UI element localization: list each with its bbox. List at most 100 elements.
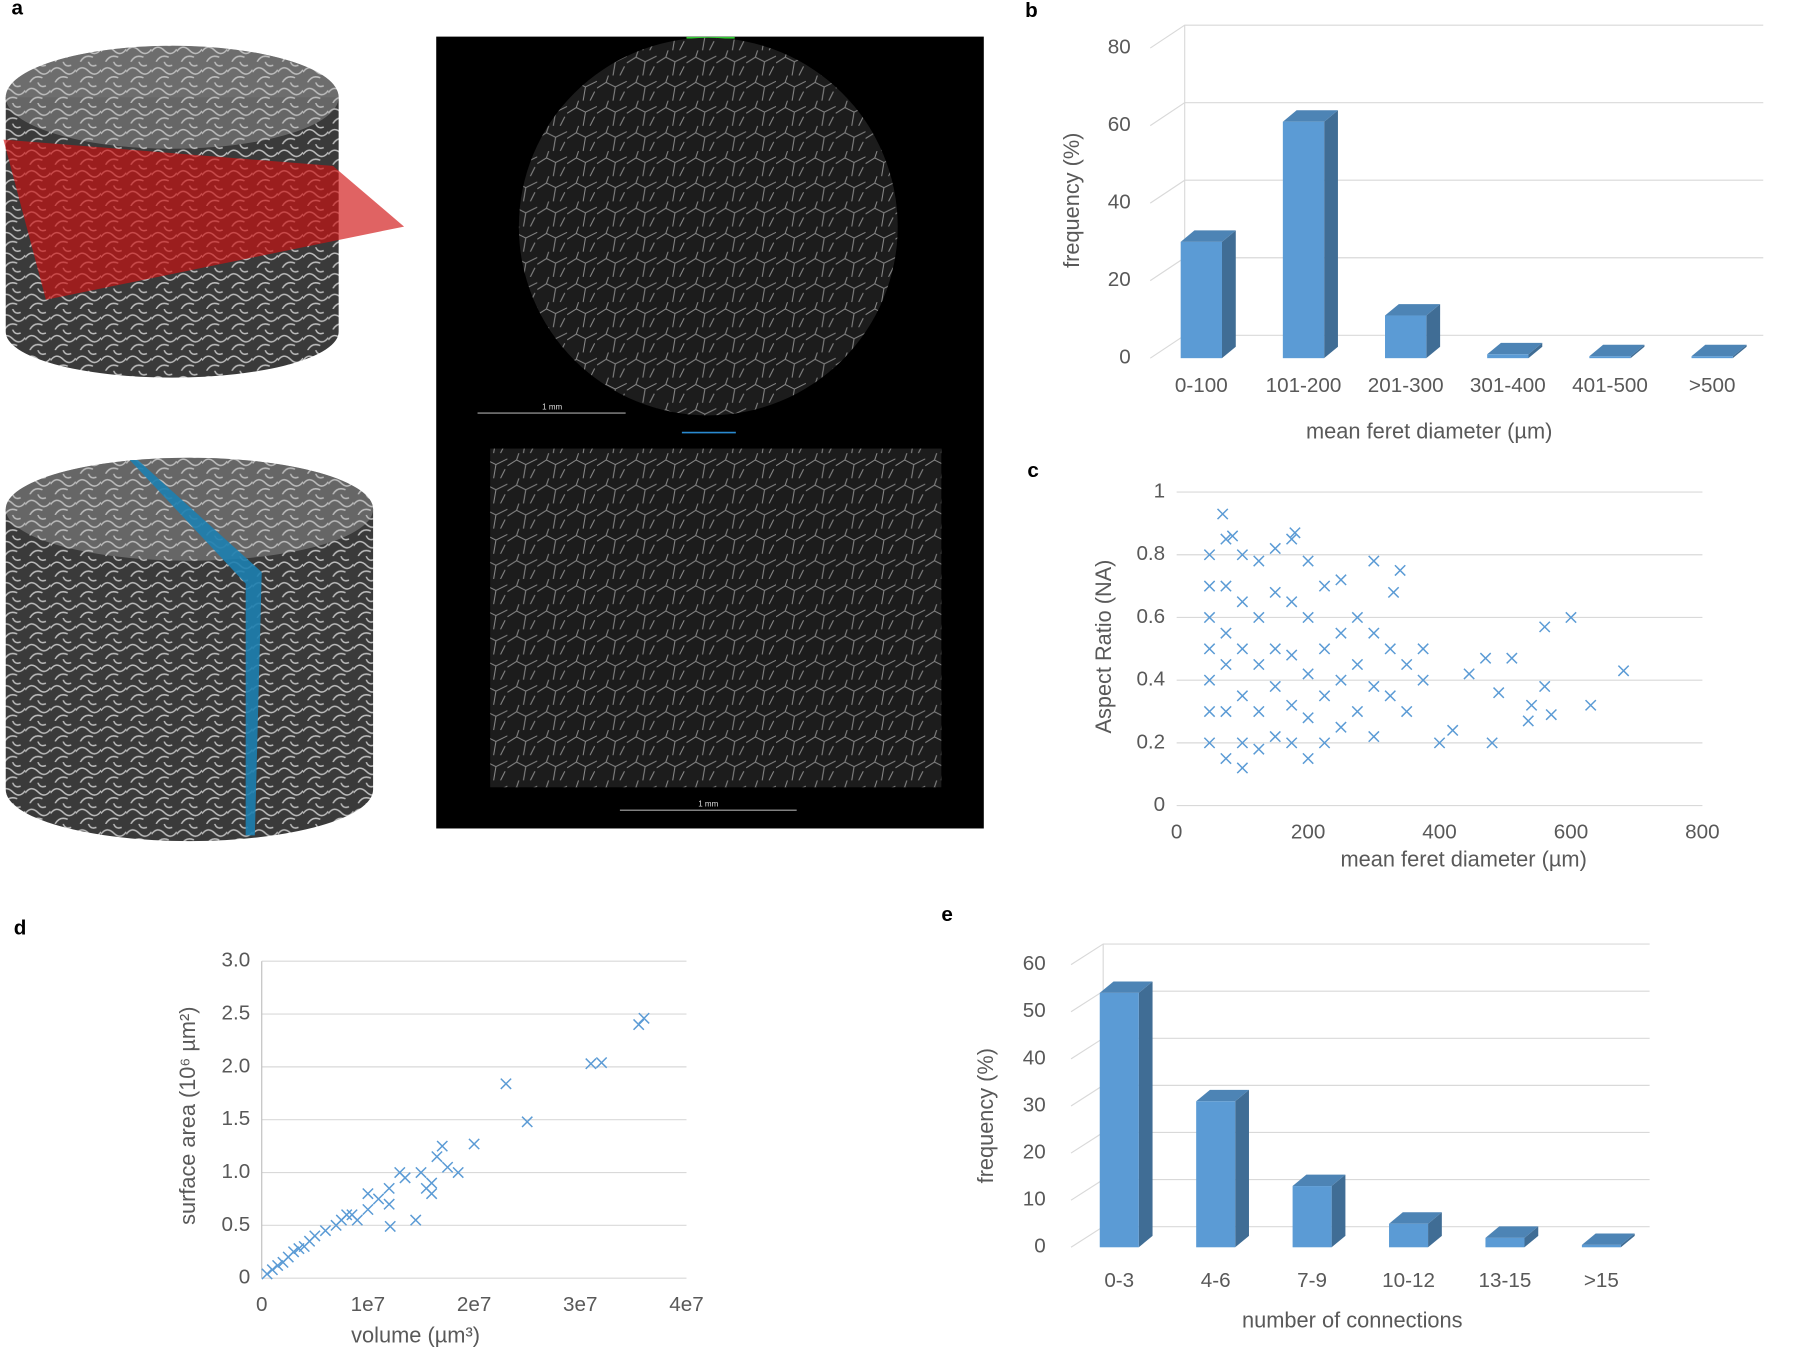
x-tick-label: 1e7	[351, 1293, 385, 1316]
x-tick-label: 2e7	[457, 1293, 491, 1316]
y-tick-label: 20	[1023, 1141, 1046, 1164]
y-tick-label: 1	[1154, 480, 1166, 503]
slice-rect	[490, 448, 942, 788]
y-tick-label: 0.5	[222, 1213, 251, 1236]
grid-line	[1070, 1037, 1650, 1060]
scatter-point	[1525, 699, 1538, 711]
scatter-point	[1203, 611, 1216, 624]
bar-top	[1485, 1226, 1539, 1238]
y-tick-label: 0	[239, 1266, 251, 1289]
scatter-point	[595, 1056, 608, 1069]
x-axis-title: mean feret diameter (µm)	[1306, 418, 1552, 443]
scatter-point	[1216, 508, 1229, 520]
bar-top	[1180, 230, 1236, 242]
x-tick-label: 101-200	[1266, 374, 1342, 397]
bar	[1691, 356, 1733, 359]
scatter-point	[1220, 705, 1232, 718]
panel-label: c	[1027, 459, 1039, 482]
scatter-point	[1236, 762, 1249, 774]
scatter-point	[1335, 627, 1347, 639]
y-axis-title: surface area (10⁶ µm²)	[175, 1007, 200, 1225]
x-tick-label: 401-500	[1572, 374, 1648, 397]
grid-line	[1070, 943, 1650, 966]
scatter-point	[425, 1177, 438, 1189]
bar-top	[1691, 344, 1747, 357]
scatter-point	[266, 1264, 279, 1276]
scatter-point	[287, 1246, 300, 1258]
scale-bar-label: 1 mm	[698, 800, 718, 809]
scatter-point	[1220, 533, 1232, 545]
grid-line	[1070, 1084, 1650, 1107]
x-tick-label: 0-100	[1175, 374, 1228, 397]
scatter-point	[372, 1193, 385, 1205]
y-tick-label: 80	[1108, 36, 1131, 59]
cut-plane	[3, 139, 405, 300]
scatter-point	[1400, 705, 1413, 718]
bar	[1292, 1186, 1332, 1248]
panel-label: e	[941, 903, 953, 926]
bar-side	[1620, 1233, 1635, 1248]
grid-line	[1070, 1131, 1650, 1154]
scatter-point	[340, 1209, 353, 1221]
scatter-point	[1486, 737, 1498, 749]
y-tick-label: 2.0	[222, 1054, 251, 1077]
scatter-point	[1433, 737, 1446, 749]
bar	[1389, 1223, 1429, 1248]
bar-side	[1528, 342, 1543, 359]
scatter-point	[1236, 596, 1249, 608]
scatter-point	[1203, 643, 1216, 655]
x-tick-label: 600	[1554, 821, 1588, 844]
slice-circle	[518, 37, 898, 416]
grid-line	[1149, 257, 1764, 282]
scatter-point	[521, 1116, 533, 1128]
y-tick-label: 0.2	[1136, 730, 1165, 753]
bar-side	[1138, 981, 1153, 1248]
scatter-point	[1269, 586, 1281, 599]
bar-top	[1196, 1089, 1249, 1102]
x-tick-label: 4e7	[669, 1293, 703, 1316]
scatter-point	[1269, 643, 1281, 655]
panel-label: b	[1025, 0, 1038, 22]
cut-plane	[129, 460, 262, 836]
scatter-point	[1302, 555, 1314, 567]
y-tick-label: 0	[1119, 346, 1131, 369]
x-axis-title: number of connections	[1242, 1307, 1463, 1332]
x-tick-label: 200	[1291, 821, 1325, 844]
scatter-point	[410, 1214, 422, 1226]
bar-top	[1487, 342, 1543, 355]
scatter-point	[1220, 627, 1232, 639]
bar-side	[1324, 110, 1338, 359]
grid-line	[1070, 1226, 1650, 1248]
scatter-point	[1417, 674, 1429, 686]
scatter-point	[585, 1058, 597, 1070]
y-axis-title: Aspect Ratio (NA)	[1091, 560, 1116, 734]
scatter-point	[1302, 752, 1314, 765]
bar	[1099, 992, 1139, 1248]
bar	[1487, 354, 1529, 359]
y-tick-label: 0.4	[1136, 668, 1165, 691]
scatter-point	[1269, 680, 1281, 693]
y-tick-label: 60	[1023, 952, 1046, 975]
scatter-point	[1617, 665, 1630, 677]
scatter-point	[1285, 649, 1298, 661]
grid-line	[1070, 1179, 1650, 1201]
scatter-point	[1236, 690, 1249, 702]
scatter-point	[1351, 611, 1364, 624]
scatter-point	[1545, 708, 1557, 721]
scatter-point	[1335, 674, 1347, 686]
scatter-point	[1351, 705, 1364, 718]
bar-side	[1331, 1174, 1346, 1248]
scatter-point	[1479, 652, 1492, 664]
scatter-point	[431, 1151, 443, 1163]
scatter-point	[1203, 580, 1216, 592]
x-tick-label: 400	[1422, 821, 1456, 844]
bar	[1589, 356, 1631, 359]
scatter-point	[1285, 596, 1298, 608]
scatter-point	[1253, 611, 1265, 624]
scatter-point	[1351, 658, 1364, 671]
scatter-point	[1318, 580, 1331, 592]
scatter-point	[1289, 527, 1301, 539]
scatter-point	[1253, 555, 1265, 567]
scatter-point	[1220, 752, 1232, 765]
